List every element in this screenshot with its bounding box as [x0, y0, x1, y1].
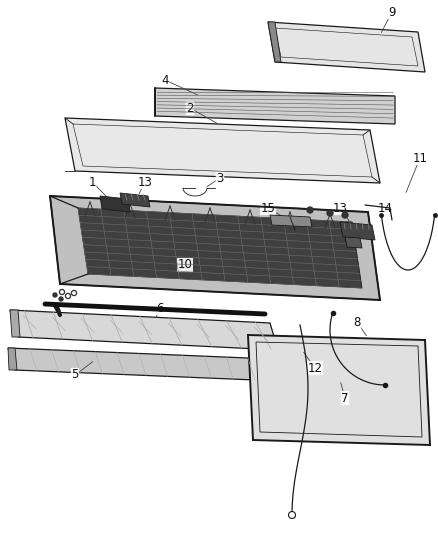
Circle shape [60, 289, 64, 295]
Text: 11: 11 [413, 151, 427, 165]
Text: 5: 5 [71, 368, 79, 382]
Circle shape [66, 294, 71, 298]
Circle shape [66, 294, 70, 298]
Circle shape [60, 290, 64, 294]
Polygon shape [248, 335, 430, 445]
Polygon shape [100, 196, 130, 212]
Circle shape [61, 291, 63, 293]
Polygon shape [270, 215, 312, 227]
Polygon shape [340, 222, 375, 240]
Polygon shape [345, 237, 362, 248]
Text: 12: 12 [307, 361, 322, 375]
Circle shape [289, 512, 296, 519]
Polygon shape [65, 118, 380, 183]
Text: 2: 2 [186, 101, 194, 115]
Text: 15: 15 [261, 201, 276, 214]
Circle shape [307, 207, 313, 213]
Circle shape [327, 210, 333, 216]
Polygon shape [268, 22, 281, 62]
Text: 13: 13 [332, 201, 347, 214]
Circle shape [71, 290, 77, 295]
Circle shape [59, 297, 63, 301]
Polygon shape [78, 208, 362, 288]
Polygon shape [10, 310, 20, 337]
Circle shape [53, 293, 57, 297]
Polygon shape [155, 88, 395, 124]
Text: 1: 1 [88, 175, 96, 189]
Circle shape [342, 212, 348, 218]
Circle shape [67, 295, 69, 297]
Text: 6: 6 [156, 302, 164, 314]
Polygon shape [120, 193, 150, 207]
Polygon shape [50, 196, 380, 300]
Text: 9: 9 [388, 5, 396, 19]
Polygon shape [10, 310, 278, 350]
Text: 14: 14 [378, 201, 392, 214]
Polygon shape [268, 22, 425, 72]
Text: 3: 3 [216, 172, 224, 184]
Polygon shape [8, 348, 17, 370]
Circle shape [73, 292, 75, 294]
Text: 8: 8 [353, 316, 360, 328]
Text: 10: 10 [177, 259, 192, 271]
Polygon shape [8, 348, 255, 380]
Text: 4: 4 [161, 74, 169, 86]
Text: 13: 13 [138, 175, 152, 189]
Text: 7: 7 [341, 392, 349, 405]
